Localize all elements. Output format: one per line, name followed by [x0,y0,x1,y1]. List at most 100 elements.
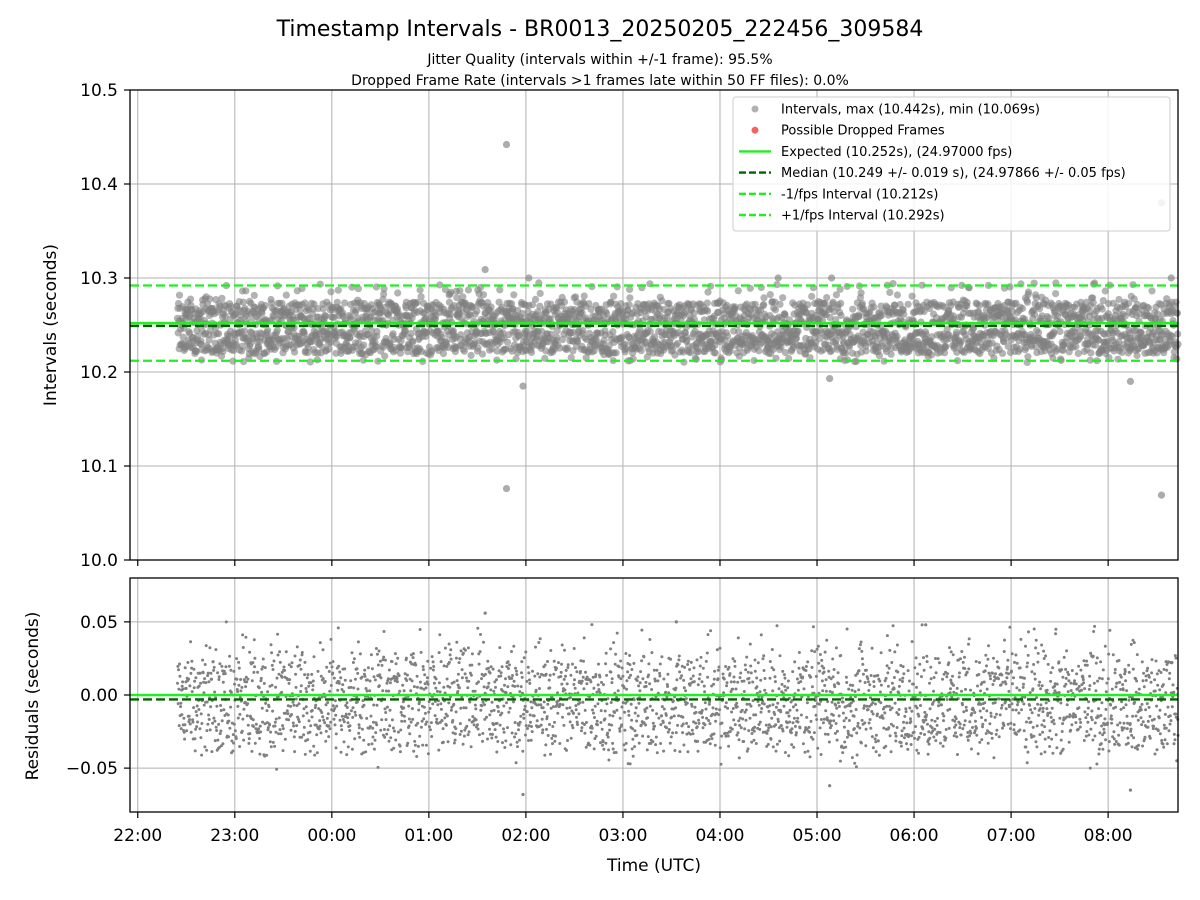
residual-point [549,649,553,652]
intervals-y-tick-label-3: 10.3 [80,269,118,289]
residual-point [201,671,205,675]
interval-point [842,349,850,357]
residual-point [453,732,457,736]
interval-point [1056,327,1064,336]
residual-point [454,710,458,714]
residual-point [533,674,537,678]
residual-point [229,705,233,709]
residual-point [203,745,207,749]
residual-point [369,653,373,657]
residual-point [596,723,599,727]
residual-point [653,724,657,728]
residual-point [414,723,418,727]
residual-point [409,689,413,693]
residual-point [546,734,550,737]
residual-point [708,700,712,704]
residual-point [748,642,752,646]
interval-point [886,288,894,296]
residual-point [261,665,265,669]
residual-point [258,752,262,756]
residual-point [704,659,708,663]
residual-point [566,739,569,742]
residual-point [770,648,774,651]
residual-point [771,689,775,693]
residual-point [192,706,196,710]
residual-point [612,641,616,645]
residual-point [554,734,557,738]
residual-point [697,677,701,681]
residual-point [767,726,771,730]
residual-point [199,712,203,716]
residual-point [559,670,563,674]
residual-point [492,723,495,727]
residual-point [314,723,318,727]
residual-point [685,701,689,705]
residual-point [480,704,484,708]
residual-point [219,704,223,707]
residual-point [596,702,600,706]
residual-point [776,701,780,705]
residual-point [232,741,236,745]
interval-point [1145,304,1153,312]
residual-point [731,657,735,661]
residual-point [582,659,585,663]
residual-point [809,719,813,723]
interval-point [232,340,240,349]
residual-point [805,701,809,705]
residual-point [476,723,479,727]
residual-point [473,689,477,693]
residual-point [809,735,813,739]
interval-point [957,337,965,345]
residual-point [664,713,668,717]
residual-point [409,720,413,724]
residual-point [419,725,423,729]
residual-point [386,728,390,732]
residual-point [680,664,684,668]
intervals-panel: 10.010.110.210.310.410.5 Intervals (seco… [41,81,1182,571]
residual-point [609,701,613,704]
interval-point [781,311,789,319]
residual-point [423,673,427,677]
residual-point [735,733,739,737]
residual-point [611,714,615,718]
residual-point [306,738,310,742]
residual-point [434,686,438,690]
residual-point [718,746,722,750]
residual-point [531,669,534,673]
interval-point [781,348,790,357]
residual-point [466,686,470,690]
interval-point [219,347,227,356]
residual-point [597,662,600,666]
residual-point [570,723,574,727]
residual-point [187,677,191,681]
residual-point [189,640,193,644]
residual-point [277,716,281,720]
residual-point [302,725,306,729]
residual-point [468,700,472,704]
interval-point [273,326,281,334]
residual-point [624,741,628,745]
residual-point [345,706,349,709]
residual-point [395,676,399,680]
residual-point [805,715,809,719]
residual-point [408,677,412,681]
residual-point [383,735,387,739]
interval-point [1077,333,1085,341]
residual-point [341,683,345,687]
interval-point [771,306,780,314]
interval-point [927,351,936,359]
residual-point [563,688,567,692]
interval-point [229,357,237,365]
residual-point [512,644,516,648]
residual-point [607,758,611,762]
residual-point [372,747,376,751]
residual-point [411,652,415,656]
residual-point [517,728,520,732]
interval-point [946,334,954,342]
residual-point [500,711,504,715]
residual-point [426,659,430,663]
residual-point [513,735,516,739]
interval-point [687,349,695,357]
interval-point [553,327,561,335]
residual-point [510,731,514,735]
